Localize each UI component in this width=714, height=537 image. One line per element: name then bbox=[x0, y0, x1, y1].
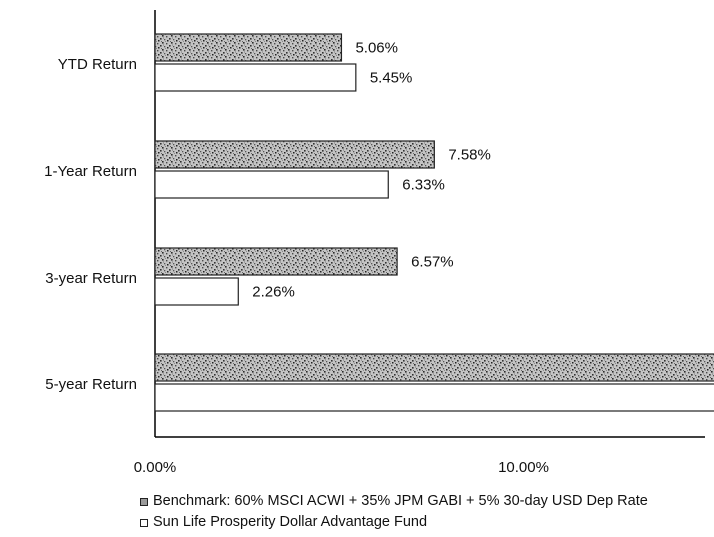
benchmark-bar bbox=[154, 353, 714, 382]
fund-bar bbox=[154, 63, 357, 92]
legend: Benchmark: 60% MSCI ACWI + 35% JPM GABI … bbox=[140, 491, 648, 533]
x-tick-label: 10.00% bbox=[498, 459, 549, 476]
category-label: YTD Return bbox=[58, 56, 137, 73]
benchmark-value-label: 6.57% bbox=[411, 254, 454, 271]
fund-bar bbox=[154, 277, 239, 306]
category-label: 5-year Return bbox=[45, 376, 137, 393]
fund-value-label: 2.26% bbox=[252, 284, 295, 301]
legend-swatch-fund bbox=[140, 518, 148, 527]
category-label: 1-Year Return bbox=[44, 163, 137, 180]
fund-value-label: 5.45% bbox=[370, 70, 413, 87]
fund-bar bbox=[154, 170, 389, 199]
legend-item-benchmark: Benchmark: 60% MSCI ACWI + 35% JPM GABI … bbox=[140, 491, 648, 512]
legend-label-benchmark: Benchmark: 60% MSCI ACWI + 35% JPM GABI … bbox=[153, 493, 648, 509]
legend-swatch-benchmark bbox=[140, 497, 148, 506]
fund-bar bbox=[154, 383, 714, 412]
plot-area: 0.00%10.00%20.00%30.00%YTD Return5.06%5.… bbox=[44, 10, 714, 476]
benchmark-value-label: 5.06% bbox=[355, 40, 398, 57]
benchmark-bar bbox=[154, 140, 435, 169]
fund-value-label: 6.33% bbox=[402, 177, 445, 194]
legend-label-fund: Sun Life Prosperity Dollar Advantage Fun… bbox=[153, 514, 428, 530]
benchmark-bar bbox=[154, 33, 343, 62]
x-tick-label: 0.00% bbox=[134, 459, 177, 476]
legend-item-fund: Sun Life Prosperity Dollar Advantage Fun… bbox=[140, 512, 648, 533]
category-label: 3-year Return bbox=[45, 270, 137, 287]
benchmark-value-label: 7.58% bbox=[448, 147, 491, 164]
benchmark-bar bbox=[154, 247, 398, 276]
